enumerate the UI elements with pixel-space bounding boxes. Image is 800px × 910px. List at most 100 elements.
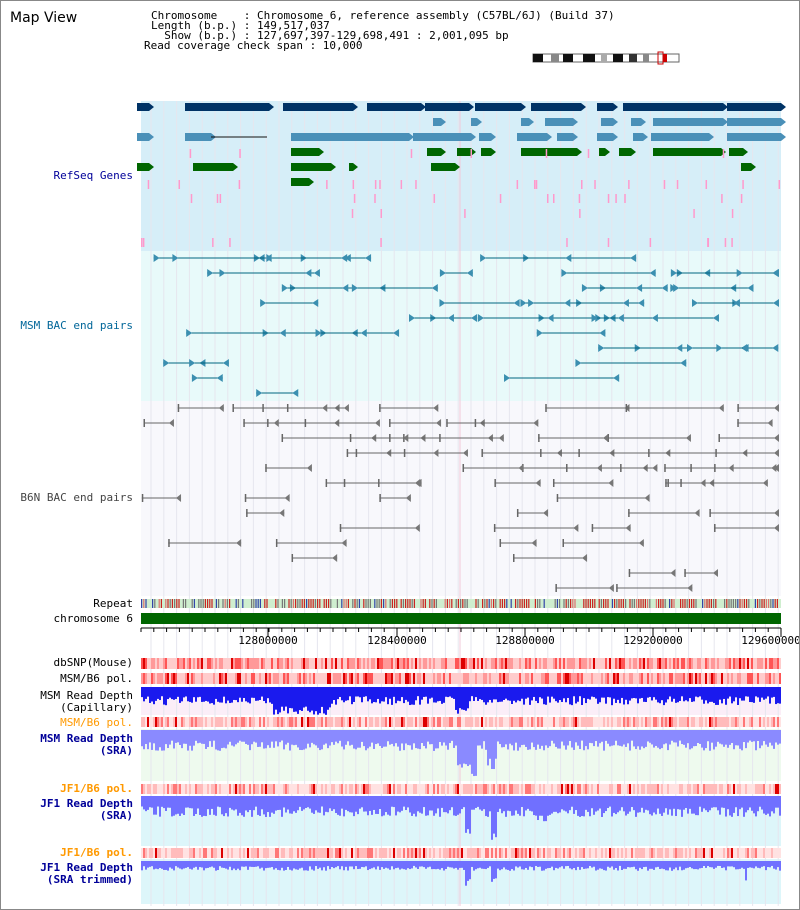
heat-cell (353, 673, 355, 684)
repeat-element (325, 599, 327, 608)
heat-cell (255, 848, 257, 858)
depth-bar (215, 687, 217, 699)
depth-bar (399, 861, 401, 870)
b6n-end (177, 404, 180, 412)
depth-bar (295, 796, 297, 813)
refseq-genes-label[interactable]: RefSeq Genes (53, 169, 133, 182)
depth-bar (595, 861, 597, 871)
jf1-read-depth-sra-label[interactable]: JF1 Read Depth (SRA) (40, 797, 133, 822)
depth-bar (251, 796, 253, 817)
heat-cell (315, 717, 317, 727)
heat-cell (147, 717, 149, 727)
heat-cell (451, 784, 453, 794)
depth-bar (661, 687, 663, 701)
depth-bar (311, 861, 313, 870)
repeat-element (475, 599, 477, 608)
heat-cell (523, 784, 525, 794)
depth-bar (495, 861, 497, 879)
depth-bar (693, 687, 695, 702)
gene-block (291, 148, 319, 156)
heat-cell (779, 848, 781, 858)
heat-cell (607, 848, 609, 858)
heat-cell (169, 717, 171, 727)
depth-bar (659, 796, 661, 814)
repeat-element (484, 599, 486, 608)
depth-bar (277, 861, 279, 870)
heat-cell (723, 673, 725, 684)
heat-cell (423, 784, 425, 794)
depth-bar (625, 730, 627, 747)
heat-cell (369, 848, 371, 858)
heat-cell (203, 658, 205, 669)
heat-cell (643, 673, 645, 684)
b6n-bac-label[interactable]: B6N BAC end pairs (20, 491, 133, 504)
heat-cell (197, 673, 199, 684)
depth-bar (231, 687, 233, 703)
b6n-end (325, 479, 328, 487)
depth-bar (441, 687, 443, 704)
depth-bar (225, 730, 227, 749)
heat-cell (315, 658, 317, 669)
depth-bar (223, 861, 225, 868)
depth-bar (613, 730, 615, 746)
depth-bar (149, 687, 151, 703)
depth-bar (497, 861, 499, 869)
heat-cell (461, 673, 463, 684)
depth-bar (405, 687, 407, 700)
depth-bar (483, 796, 485, 810)
depth-bar (533, 687, 535, 697)
heat-cell (255, 658, 257, 669)
jf1-read-depth-trimmed-label[interactable]: JF1 Read Depth (SRA trimmed) (40, 861, 133, 886)
heat-cell (277, 717, 279, 727)
heat-cell (355, 848, 357, 858)
msm-read-depth-sra-label[interactable]: MSM Read Depth (SRA) (40, 732, 133, 757)
depth-bar (287, 861, 289, 867)
depth-bar (403, 861, 405, 870)
depth-bar (523, 861, 525, 870)
depth-bar (555, 730, 557, 747)
repeat-element (638, 599, 640, 608)
heat-cell (191, 848, 193, 858)
depth-bar (523, 730, 525, 745)
bac-end (504, 374, 511, 382)
gene-strand-arrow (781, 103, 786, 111)
heat-cell (779, 784, 781, 794)
depth-bar (645, 730, 647, 747)
ideogram-band (643, 54, 649, 62)
heat-cell (251, 848, 253, 858)
heat-cell (189, 658, 191, 669)
depth-bar (219, 687, 221, 703)
heat-cell (239, 717, 241, 727)
heat-cell (733, 784, 735, 794)
depth-bar (309, 796, 311, 809)
b6n-end (462, 464, 465, 472)
depth-bar (319, 687, 321, 714)
heat-cell (325, 717, 327, 727)
heat-cell (677, 784, 679, 794)
b6n-end (474, 419, 477, 427)
depth-bar (677, 796, 679, 810)
heat-cell (601, 784, 603, 794)
depth-bar (627, 730, 629, 744)
heat-cell (463, 717, 465, 727)
depth-bar (143, 687, 145, 702)
heat-cell (269, 848, 271, 858)
heat-cell (285, 673, 287, 684)
heat-cell (483, 658, 485, 669)
depth-bar (349, 687, 351, 697)
depth-bar (197, 687, 199, 698)
heat-cell (171, 717, 173, 727)
heat-cell (153, 717, 155, 727)
heat-cell (557, 784, 559, 794)
heat-cell (311, 658, 313, 669)
msm-bac-label[interactable]: MSM BAC end pairs (20, 319, 133, 332)
heat-cell (387, 717, 389, 727)
heat-cell (687, 848, 689, 858)
depth-bar (605, 796, 607, 812)
heat-cell (525, 673, 527, 684)
heat-cell (769, 848, 771, 858)
repeat-element (743, 599, 745, 608)
b6n-end (349, 434, 352, 442)
heat-cell (631, 717, 633, 727)
depth-bar (273, 730, 275, 748)
